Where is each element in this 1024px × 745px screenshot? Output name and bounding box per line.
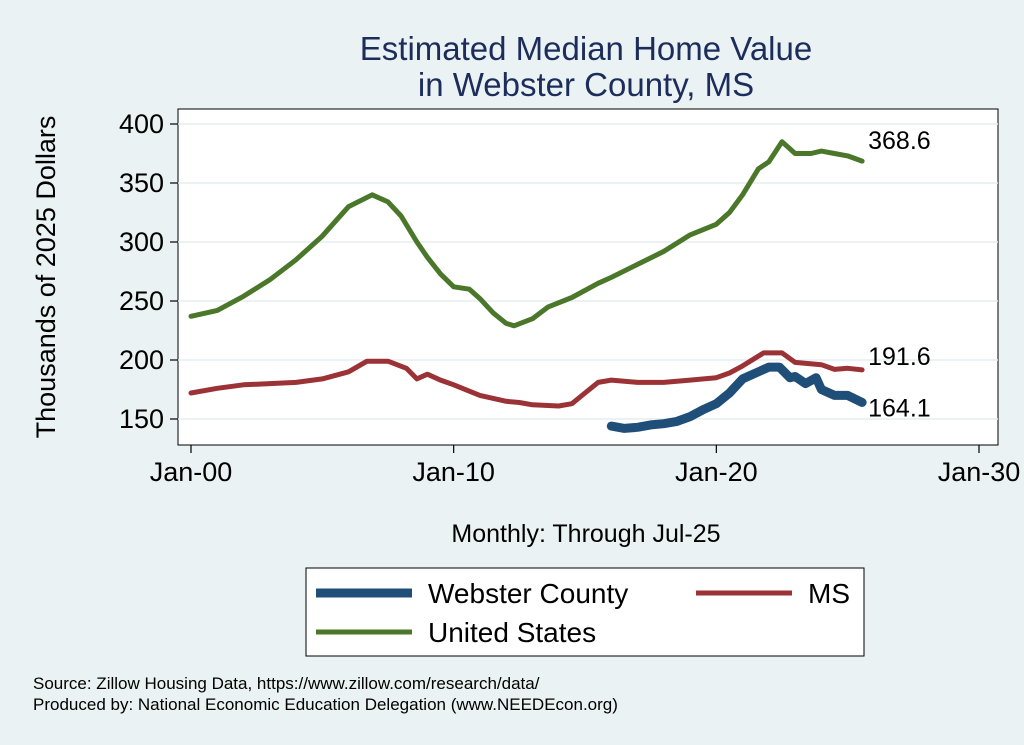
x-tick-label-Jan-20: Jan-20 (675, 457, 758, 487)
legend-label-ms: MS (808, 578, 850, 609)
legend-label-webster-county: Webster County (428, 578, 628, 609)
end-label-united-states: 368.6 (868, 127, 931, 155)
end-label-webster-county: 164.1 (868, 394, 931, 422)
axes: 150 200 250 300 350 400 Jan-00 Jan-10 Jan-20 Jan-… (119, 109, 1020, 487)
chart-title-line-2: in Webster County, MS (418, 66, 754, 103)
source-note: Source: Zillow Housing Data, https://www… (33, 674, 540, 693)
y-tick-label-400: 400 (119, 109, 164, 139)
series-lines (188, 139, 867, 433)
x-axis-label: Monthly: Through Jul-25 (451, 520, 720, 548)
gridlines (178, 123, 998, 420)
chart-title-line-1: Estimated Median Home Value (360, 30, 812, 67)
series-line-united-states (188, 139, 865, 329)
legend-box (305, 567, 865, 657)
x-tick-label-Jan-10: Jan-10 (412, 457, 495, 487)
y-tick-label-300: 300 (119, 227, 164, 257)
legend-label-united-states: United States (428, 617, 596, 648)
series-line-webster-county (606, 362, 867, 433)
y-tick-label-250: 250 (119, 286, 164, 316)
y-tick-label-200: 200 (119, 345, 164, 375)
y-axis-label: Thousands of 2025 Dollars (31, 116, 61, 439)
x-tick-label-Jan-30: Jan-30 (938, 457, 1021, 487)
series-line-ms (188, 350, 865, 409)
x-tick-label-Jan-00: Jan-00 (150, 457, 233, 487)
y-tick-label-350: 350 (119, 168, 164, 198)
y-tick-label-150: 150 (119, 404, 164, 434)
end-labels: 368.6 191.6 164.1 (868, 127, 931, 422)
end-label-ms: 191.6 (868, 343, 931, 371)
producer-note: Produced by: National Economic Education… (33, 695, 618, 714)
